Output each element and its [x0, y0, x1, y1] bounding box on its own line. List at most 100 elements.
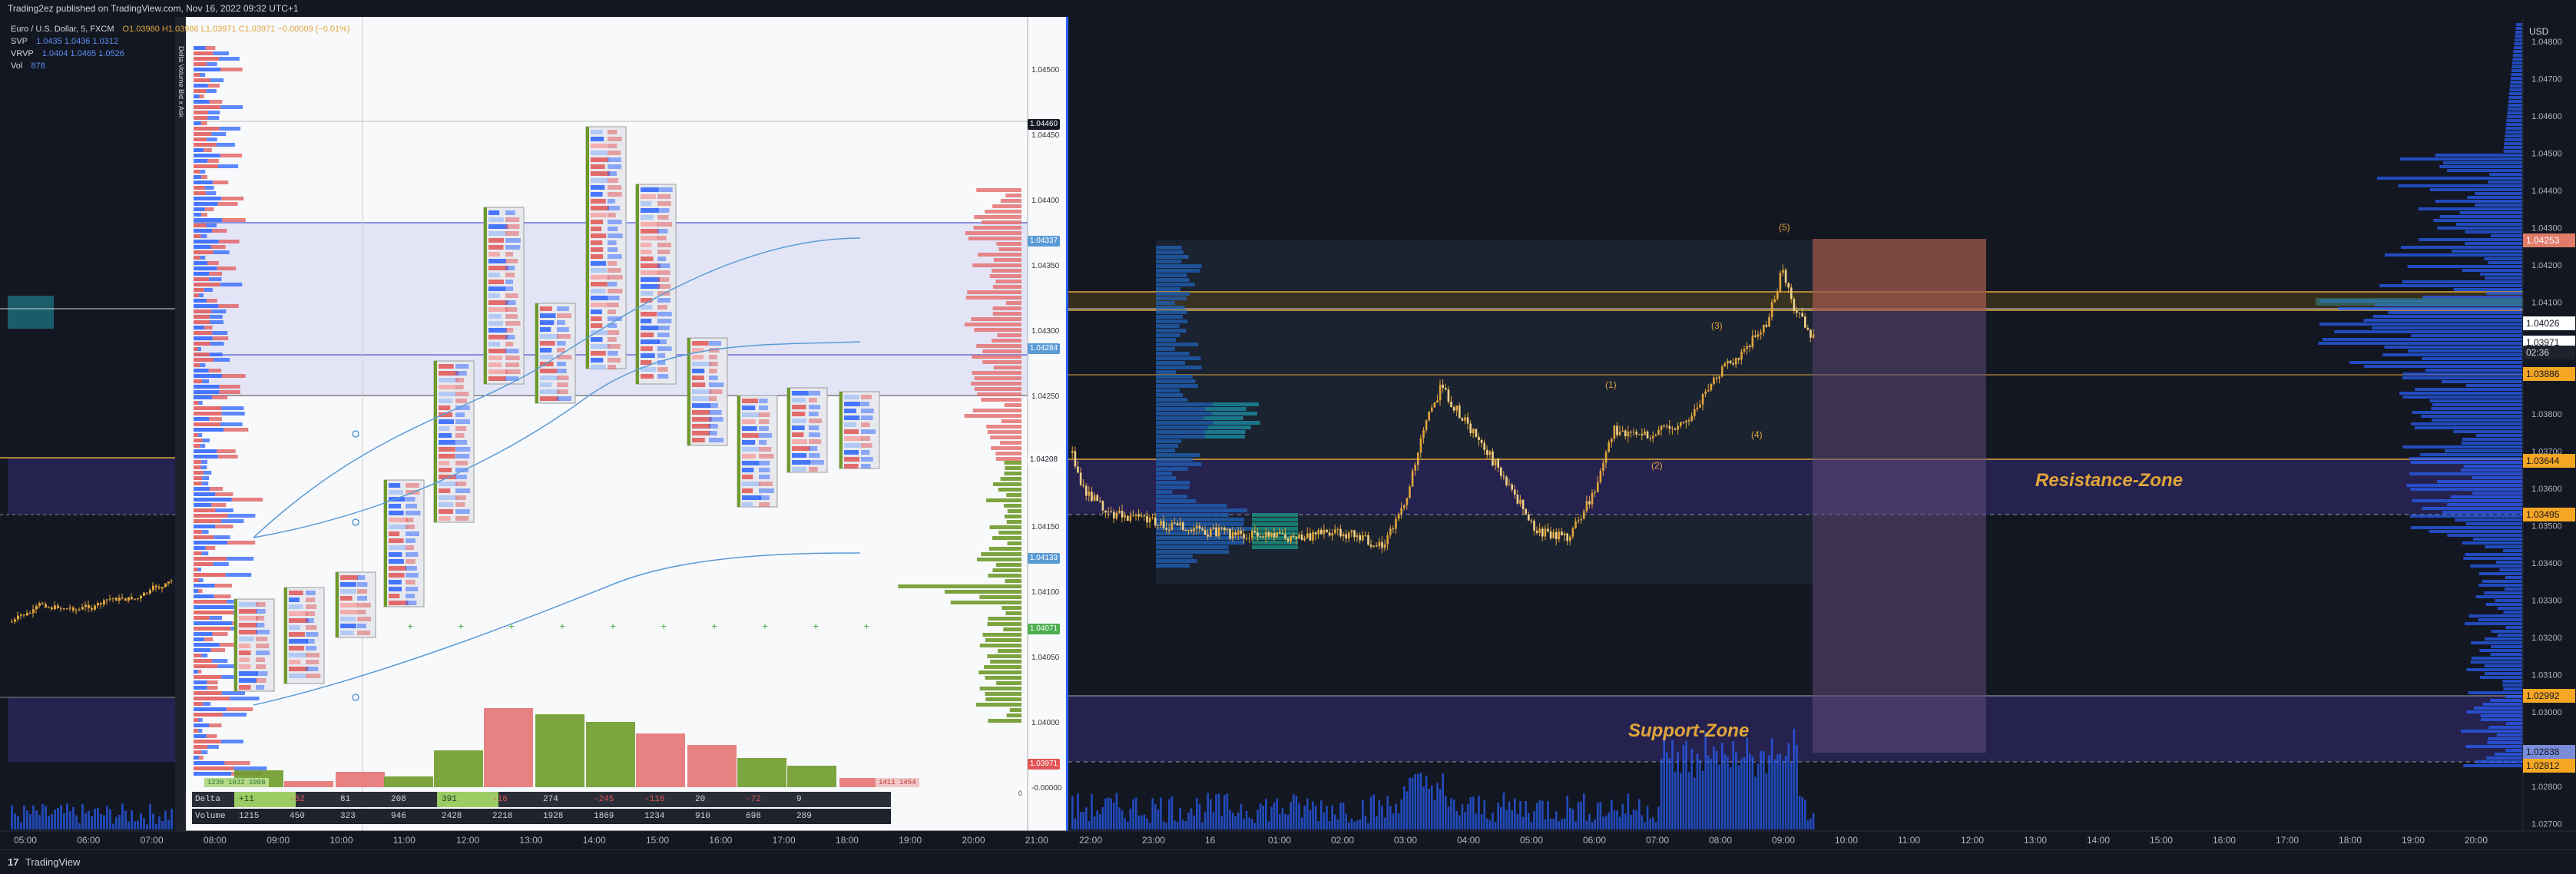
visible-profile-bar [2478, 618, 2522, 621]
footprint-cell [239, 616, 259, 621]
candle-body [1124, 515, 1126, 518]
mini-volume-bar [78, 823, 81, 829]
candle-body [1414, 465, 1416, 471]
legend-vrvp-label[interactable]: VRVP [11, 49, 34, 58]
volume-cell: 1928 [543, 812, 564, 821]
mini-candle-body [78, 609, 81, 611]
volume-bar [1129, 808, 1132, 829]
right-price-tick: 1.04800 [2531, 38, 2562, 47]
footprint-cell [759, 399, 768, 403]
volume-bar [1439, 789, 1442, 829]
footprint-cell [657, 201, 671, 206]
footprint-cell [439, 502, 454, 507]
volume-cell: 1869 [594, 812, 614, 821]
session-profile-bar [1156, 389, 1180, 392]
footprint-cell [608, 275, 623, 280]
chart-legend[interactable]: Euro / U.S. Dollar, 5, FXCM O1.03980 H1.… [11, 23, 356, 72]
right-price-tick: 1.04300 [2531, 224, 2562, 233]
volume-bar [1317, 820, 1319, 829]
time-axis-label: 13:00 [519, 835, 542, 846]
profile-bar [206, 191, 217, 195]
footprint-price-axis: 1.045001.044501.044001.043501.043001.042… [1031, 66, 1062, 793]
time-axis-label: 10:00 [1835, 835, 1858, 846]
session-profile-bar [1156, 398, 1188, 402]
volume-bar [1295, 796, 1298, 829]
footprint-cell [608, 247, 618, 252]
right-profile-bar [998, 247, 1021, 251]
volume-bar [1812, 813, 1815, 829]
footprint-cell [657, 243, 671, 247]
currency-label: USD [2529, 26, 2549, 37]
right-profile-bar [972, 409, 1021, 412]
right-price-tick: 1.03000 [2531, 708, 2562, 717]
candle-body [1635, 432, 1637, 435]
candle-body [1085, 485, 1088, 496]
mini-candle-body [149, 590, 151, 594]
profile-bar [194, 191, 207, 195]
volume-bar [1721, 743, 1723, 829]
session-profile-bar [1252, 527, 1298, 531]
volume-bar [1796, 744, 1798, 829]
footprint-cell [809, 439, 822, 444]
footprint-cell [641, 187, 659, 192]
candle-body [1727, 360, 1729, 364]
candle-body [1212, 527, 1215, 529]
footprint-cell [641, 277, 661, 282]
visible-profile-bar [2384, 346, 2522, 349]
legend-symbol-row[interactable]: Euro / U.S. Dollar, 5, FXCM O1.03980 H1.… [11, 23, 356, 35]
candle-body [1760, 332, 1762, 335]
footprint-cell [692, 382, 706, 387]
footprint-cell [389, 518, 409, 522]
footprint-cell [759, 440, 767, 445]
footprint-cell [455, 447, 471, 452]
volume-bar [1478, 796, 1480, 829]
candle-body [1417, 452, 1419, 465]
footprint-cell [608, 261, 618, 266]
legend-svp-label[interactable]: SVP [11, 37, 28, 46]
volume-row-label: Volume [195, 812, 226, 821]
footprint-cell [455, 371, 467, 376]
legend-vrvp-row[interactable]: VRVP 1.0404 1.0465 1.0526 [11, 48, 356, 60]
legend-vol-row[interactable]: Vol 878 [11, 60, 356, 72]
right-profile-bar [987, 654, 1021, 658]
panel-divider[interactable] [1066, 17, 1068, 831]
session-profile-bar [1156, 338, 1176, 342]
legend-svp-row[interactable]: SVP 1.0435 1.0436 1.0312 [11, 35, 356, 48]
volume-bar [1082, 811, 1084, 829]
tradingview-logo[interactable]: 17 TradingView [8, 856, 80, 868]
candle-body [1624, 430, 1627, 437]
footprint-cell [742, 454, 757, 459]
footprint-cell [809, 432, 820, 437]
visible-profile-bar [2508, 104, 2522, 107]
chart-canvas[interactable]: + + + + + + + + + + (1)(2)(3)(4)(5) 05:00 06:00 07:… [0, 0, 2576, 849]
visible-profile-bar [2453, 430, 2522, 433]
candle-body [1597, 482, 1599, 492]
right-profile-bar [981, 552, 1021, 556]
visible-profile-bar [2509, 88, 2522, 91]
volume-bar [1765, 773, 1768, 829]
visible-profile-bar [2512, 58, 2522, 61]
candle-body [1298, 535, 1300, 539]
footprint-left-toolbar[interactable] [175, 17, 186, 831]
footprint-cell [406, 525, 415, 529]
profile-bar [197, 568, 202, 571]
footprint-cell [256, 671, 268, 676]
footprint-cell [306, 660, 320, 664]
time-axis-label: 16:00 [709, 835, 732, 846]
volume-bar [1074, 818, 1077, 829]
footprint-cell [657, 305, 668, 310]
legend-symbol[interactable]: Euro / U.S. Dollar, 5, FXCM [11, 25, 114, 34]
footprint-cell [505, 238, 521, 243]
footprint-cell [488, 369, 508, 374]
footprint-cell [657, 339, 667, 344]
visible-profile-bar [2505, 127, 2522, 130]
footprint-cell [455, 399, 468, 403]
legend-vol-label[interactable]: Vol [11, 61, 23, 71]
mini-candle-body [84, 604, 87, 607]
right-profile-bar [965, 296, 1021, 300]
candle-body [1386, 535, 1389, 545]
visible-profile-bar [2481, 718, 2522, 721]
footprint-vertical-toolbar-label[interactable]: Delta Volume Bid x Ask [177, 46, 185, 118]
volume-bar [1505, 809, 1508, 829]
time-axis-bg[interactable] [0, 831, 2576, 849]
